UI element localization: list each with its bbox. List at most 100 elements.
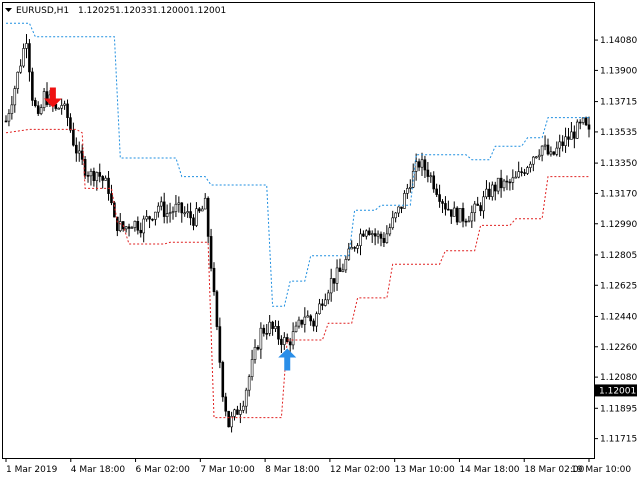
candle [452,201,456,217]
candle [22,43,25,68]
candle [148,215,151,229]
candle [549,146,553,157]
candle [13,85,17,113]
candle [4,115,8,123]
candle [502,178,506,192]
candle [19,59,22,74]
candle [280,335,283,353]
candle [124,226,128,233]
candle [493,181,497,201]
candle [159,196,163,211]
candle [297,316,301,329]
candle [130,225,134,229]
candle [458,208,462,223]
y-axis: 1.14080 1.13900 1.13715 1.13535 1.13350 1.131… [594,36,637,445]
y-tick-label: 1.13900 [600,66,637,76]
candle [397,206,400,218]
candle [511,169,515,190]
candle [526,165,529,175]
y-tick-label: 1.12990 [600,220,637,230]
x-tick-label: 1 Mar 2019 [6,465,58,475]
candle [382,232,386,247]
candle [285,333,289,343]
candle [145,210,148,222]
sell-arrow-icon [43,87,62,108]
candle [195,202,198,228]
candle [306,310,310,318]
candle [543,135,547,151]
candle [587,116,591,138]
candle [206,196,210,244]
candle [508,178,512,191]
candle [236,405,239,415]
candle [283,332,286,350]
candle [388,223,392,237]
candle [429,172,433,183]
candle [485,180,488,200]
candle [347,242,351,261]
y-tick-label: 1.13715 [600,98,637,108]
candle [168,202,172,223]
symbol-menu-triangle-icon[interactable] [5,8,12,12]
candle [438,184,441,208]
red-stop-line-group [5,128,589,419]
candle [224,392,228,417]
candle [406,183,409,199]
candle [142,215,145,243]
candle [45,82,49,108]
candle [473,200,477,222]
candle [165,204,169,224]
candle [379,231,383,247]
candle [215,289,219,331]
candle [233,408,236,421]
candle [555,141,559,157]
candle [321,298,324,311]
candle [567,127,570,147]
symbol-label: EURUSD,H1 [16,6,69,16]
y-tick-label: 1.12440 [600,312,637,322]
candle [171,206,175,220]
candle [186,203,189,218]
red-stop-line [5,128,589,419]
candle [470,205,474,228]
candle [432,171,436,193]
candle [394,211,397,223]
candle [157,202,160,218]
candle [83,156,87,179]
ohlc-low: 1.12000 [152,6,189,16]
candle [177,196,181,213]
candle [60,98,63,115]
candle [367,227,371,236]
candle [578,119,582,130]
candle [365,229,368,240]
candle [573,125,576,149]
candle [575,119,579,139]
current-price-label: 1.12001 [599,386,636,396]
candle [75,137,78,162]
candle [552,151,556,156]
candle [561,135,564,152]
candle [318,298,321,315]
candle [420,152,424,176]
candle [247,374,251,397]
candle [291,322,295,350]
candle [417,158,421,172]
candle [28,39,31,82]
candle [244,387,248,414]
candle [476,196,479,206]
candle [253,339,257,364]
candle [218,317,222,369]
blue-stop-line-group [6,22,589,307]
candle [467,215,471,223]
candle [256,345,260,351]
candle [116,216,119,237]
blue-stop-line [6,22,589,307]
candle [212,262,216,296]
candle [455,206,459,226]
ohlc-close: 1.12001 [189,6,226,16]
candle [77,141,81,162]
x-tick-label: 6 Mar 02:00 [136,465,191,475]
candle [183,206,187,217]
